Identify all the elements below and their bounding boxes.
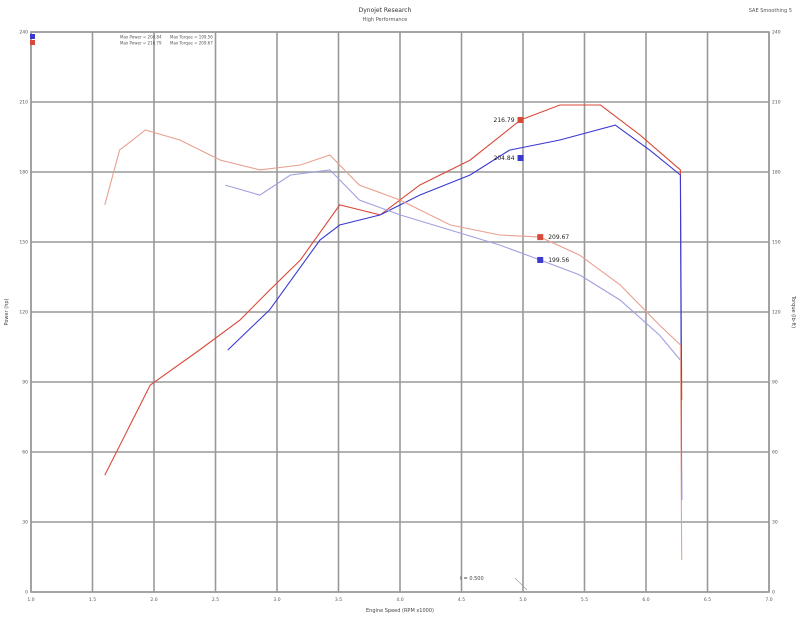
y2-tick-label: 240 [772, 30, 781, 36]
y-tick-label: 90 [22, 380, 28, 386]
peak-marker [537, 256, 544, 263]
legend-swatch-red [30, 40, 35, 45]
legend-red-torque: Max Torque = 209.67 [170, 41, 213, 46]
y2-tick-label: 0 [772, 590, 775, 596]
y2-tick-label: 30 [772, 520, 778, 526]
grid: 1.0 1.5 2.0 2.5 3.0 3.5 4.0 4.5 5.0 5.5 6.0 6.5 7.00… [19, 30, 780, 604]
series-line-blue-torque [225, 169, 681, 361]
y2-tick-label: 90 [772, 380, 778, 386]
x-tick-label: 5.0 [519, 597, 526, 603]
smoothing-label: SAE Smoothing 5 [749, 8, 792, 14]
chart-title: Dynojet Research [359, 7, 412, 14]
legend-blue-torque: Max Torque = 199.56 [170, 35, 213, 40]
x-axis-label: Engine Speed (RPM x1000) [366, 608, 434, 614]
legend-red-power: Max Power = 216.79 [120, 41, 162, 46]
legend: Max Power = 204.84 Max Torque = 199.56 M… [30, 34, 213, 46]
y-tick-label: 0 [25, 590, 28, 596]
series-line-red-torque [104, 129, 683, 561]
x-tick-label: 2.5 [212, 597, 219, 603]
y-tick-label: 210 [19, 100, 28, 106]
y2-tick-label: 150 [772, 240, 781, 246]
y-axis-label: Power (hp) [4, 298, 10, 325]
x-tick-label: 7.0 [765, 597, 772, 603]
time-annotation: t = 0.500 [460, 576, 528, 591]
y2-tick-label: 120 [772, 310, 781, 316]
peak-marker [517, 155, 524, 161]
chart-subtitle: High Performance [363, 17, 408, 23]
x-tick-label: 4.0 [396, 597, 403, 603]
x-tick-label: 1.0 [27, 597, 34, 603]
x-tick-label: 6.0 [642, 597, 649, 603]
y-tick-label: 150 [19, 240, 28, 246]
peak-marker [517, 116, 524, 123]
series-line-blue-power [227, 124, 683, 501]
x-tick-label: 3.5 [335, 597, 342, 603]
legend-swatch-blue [30, 34, 35, 39]
y2-tick-label: 60 [772, 450, 778, 456]
y-tick-label: 240 [19, 30, 28, 36]
x-tick-label: 6.5 [704, 597, 711, 603]
x-tick-label: 5.5 [581, 597, 588, 603]
y2-axis-label: Torque (lb-ft) [790, 295, 796, 328]
x-tick-label: 4.5 [458, 597, 465, 603]
x-tick-label: 3.0 [273, 597, 280, 603]
time-annotation-text: t = 0.500 [460, 576, 484, 582]
y2-tick-label: 180 [772, 170, 781, 176]
peak-value-label: 216.79 [494, 117, 515, 124]
y-tick-label: 120 [19, 310, 28, 316]
series-line-red-power [104, 104, 683, 476]
peak-value-label: 209.67 [548, 234, 569, 241]
peak-value-label: 204.84 [494, 155, 515, 162]
y2-tick-label: 210 [772, 100, 781, 106]
y-tick-label: 180 [19, 170, 28, 176]
y-tick-label: 30 [22, 520, 28, 526]
peak-value-label: 199.56 [548, 257, 569, 264]
legend-blue-power: Max Power = 204.84 [120, 35, 162, 40]
x-tick-label: 2.0 [150, 597, 157, 603]
y-tick-label: 60 [22, 450, 28, 456]
peak-marker [537, 234, 544, 241]
x-tick-label: 1.5 [89, 597, 96, 603]
